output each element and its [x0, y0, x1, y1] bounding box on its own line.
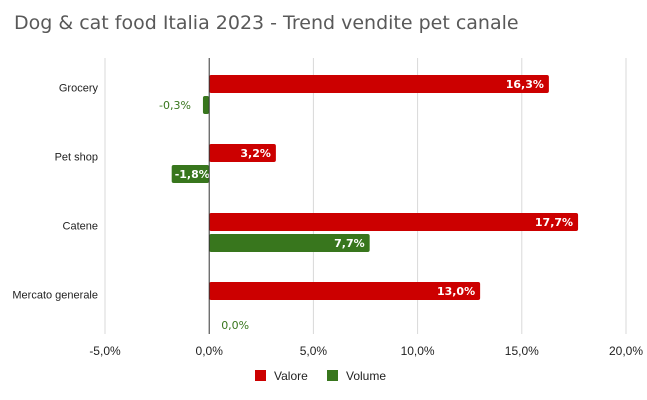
- legend-swatch-volume: [327, 370, 338, 381]
- x-tick-label: 15,0%: [505, 344, 539, 358]
- category-label: Catene: [63, 221, 98, 233]
- legend[interactable]: Valore Volume: [255, 369, 386, 383]
- data-label: 0,0%: [221, 319, 249, 332]
- x-tick-label: 0,0%: [196, 344, 224, 358]
- bar-valore-3: [209, 282, 481, 300]
- category-label: Grocery: [59, 83, 99, 95]
- category-label: Mercato generale: [12, 290, 98, 302]
- x-tick-label: 5,0%: [300, 344, 328, 358]
- chart-title: Dog & cat food Italia 2023 - Trend vendi…: [14, 12, 519, 34]
- bar-valore-0: [209, 75, 549, 93]
- x-tick-label: -5,0%: [89, 344, 121, 358]
- bar-valore-1: [209, 144, 276, 162]
- legend-label-valore: Valore: [274, 369, 308, 383]
- data-label: 7,7%: [334, 237, 365, 250]
- data-label: -1,8%: [175, 168, 210, 181]
- bars: 16,3% -0,3% 3,2% -1,8% 17,7% 7,7% 13,0% 0,0%: [159, 75, 579, 332]
- data-label: -0,3%: [159, 99, 191, 112]
- category-label: Pet shop: [55, 152, 98, 164]
- bar-volume-1: [171, 165, 210, 183]
- x-tick-label: 10,0%: [401, 344, 435, 358]
- bar-valore-2: [209, 213, 579, 231]
- legend-swatch-valore: [255, 370, 266, 381]
- bar-volume-0: [202, 96, 210, 114]
- data-label: 16,3%: [506, 78, 544, 91]
- data-label: 17,7%: [535, 216, 573, 229]
- legend-label-volume: Volume: [346, 369, 386, 383]
- axes: -5,0% 0,0% 5,0% 10,0% 15,0% 20,0% Grocery Pet s…: [12, 58, 643, 358]
- bar-volume-2: [209, 234, 370, 252]
- data-label: 3,2%: [240, 147, 271, 160]
- x-tick-label: 20,0%: [609, 344, 643, 358]
- data-label: 13,0%: [437, 285, 475, 298]
